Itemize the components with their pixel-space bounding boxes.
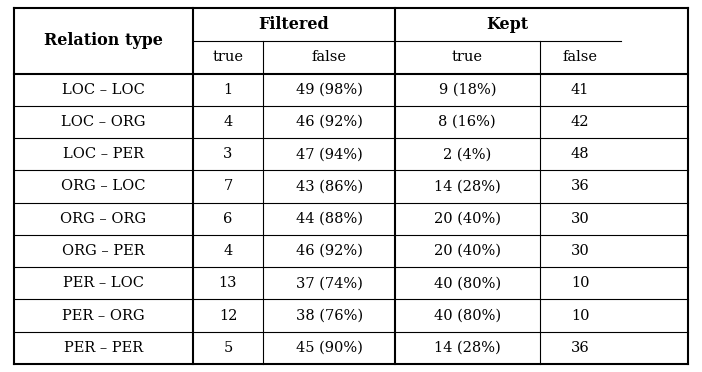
Text: 20 (40%): 20 (40%) [434,212,501,226]
Text: PER – ORG: PER – ORG [62,309,145,323]
Text: Filtered: Filtered [258,16,329,33]
Text: 3: 3 [223,147,232,161]
Text: 2 (4%): 2 (4%) [443,147,491,161]
Text: 41: 41 [571,83,590,97]
Text: 40 (80%): 40 (80%) [434,276,501,290]
Text: 10: 10 [571,276,590,290]
Text: 43 (86%): 43 (86%) [296,179,363,193]
Text: 1: 1 [223,83,232,97]
Text: 46 (92%): 46 (92%) [296,244,362,258]
Text: ORG – ORG: ORG – ORG [60,212,147,226]
Text: 37 (74%): 37 (74%) [296,276,362,290]
Text: PER – PER: PER – PER [64,341,143,355]
Text: 36: 36 [571,179,590,193]
Text: 6: 6 [223,212,232,226]
Text: 44 (88%): 44 (88%) [296,212,363,226]
Text: 49 (98%): 49 (98%) [296,83,362,97]
Text: 40 (80%): 40 (80%) [434,309,501,323]
Text: false: false [563,50,597,64]
Text: 12: 12 [219,309,237,323]
Text: LOC – PER: LOC – PER [62,147,144,161]
Text: 8 (16%): 8 (16%) [439,115,496,129]
Text: true: true [452,50,483,64]
Text: 30: 30 [571,244,590,258]
Text: Kept: Kept [486,16,529,33]
Text: 7: 7 [223,179,232,193]
Text: 48: 48 [571,147,590,161]
Text: 4: 4 [223,115,232,129]
Text: LOC – ORG: LOC – ORG [61,115,145,129]
Text: ORG – LOC: ORG – LOC [61,179,145,193]
Text: 10: 10 [571,309,590,323]
Text: 45 (90%): 45 (90%) [296,341,362,355]
Text: ORG – PER: ORG – PER [62,244,145,258]
Text: 20 (40%): 20 (40%) [434,244,501,258]
Text: true: true [213,50,244,64]
Text: 30: 30 [571,212,590,226]
Text: 38 (76%): 38 (76%) [296,309,363,323]
Text: 36: 36 [571,341,590,355]
Text: 5: 5 [223,341,232,355]
Text: LOC – LOC: LOC – LOC [62,83,145,97]
Text: 42: 42 [571,115,590,129]
Text: 4: 4 [223,244,232,258]
Text: PER – LOC: PER – LOC [62,276,144,290]
Text: 14 (28%): 14 (28%) [434,341,501,355]
Text: Relation type: Relation type [44,32,163,49]
Text: false: false [312,50,347,64]
Text: 47 (94%): 47 (94%) [296,147,362,161]
Text: 9 (18%): 9 (18%) [439,83,496,97]
Text: 14 (28%): 14 (28%) [434,179,501,193]
Text: 13: 13 [219,276,237,290]
Text: 46 (92%): 46 (92%) [296,115,362,129]
